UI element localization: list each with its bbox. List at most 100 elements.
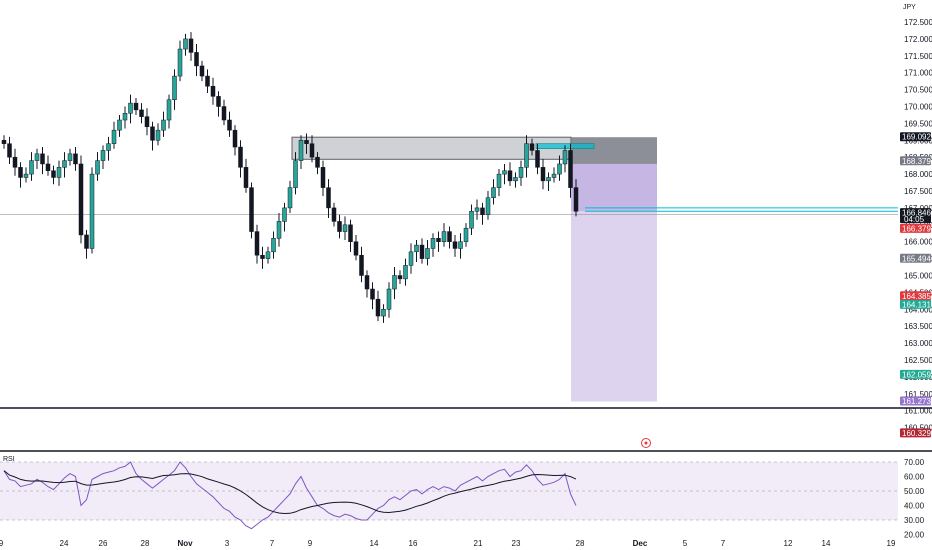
candle-body xyxy=(199,65,205,77)
candle-body xyxy=(243,167,249,188)
candle-body xyxy=(172,75,177,100)
candle-body xyxy=(315,156,320,168)
short-position-stop-area[interactable] xyxy=(571,163,657,212)
price-badge[interactable] xyxy=(900,253,931,263)
resistance-zone[interactable] xyxy=(291,136,572,160)
price-tick-label: 170.000 xyxy=(904,103,932,112)
rsi-tick-label: 40.00 xyxy=(904,502,925,511)
date-tick-label: 5 xyxy=(683,539,688,548)
price-badge[interactable] xyxy=(900,428,931,438)
price-tick-label: 169.500 xyxy=(904,119,932,128)
candle-body xyxy=(573,187,579,212)
candle-body xyxy=(128,102,133,114)
date-tick-label: 14 xyxy=(370,539,379,548)
price-badge[interactable] xyxy=(900,132,931,142)
alert-circle-icon[interactable] xyxy=(641,438,651,448)
candle-body xyxy=(320,167,326,188)
candle-body xyxy=(469,211,474,229)
price-badge[interactable] xyxy=(900,223,931,233)
candle-body xyxy=(359,254,364,276)
price-tick-label: 162.500 xyxy=(904,356,932,365)
candle-body xyxy=(441,231,447,242)
candle-body xyxy=(287,187,293,209)
candle-body xyxy=(23,173,29,178)
candle-body xyxy=(353,241,359,256)
candle-body xyxy=(524,143,529,168)
rsi-band xyxy=(0,462,898,520)
rsi-tick-label: 50.00 xyxy=(904,487,925,496)
date-tick-label: 9 xyxy=(308,539,313,548)
date-tick-label: 7 xyxy=(270,539,275,548)
candle-body xyxy=(463,227,469,242)
candle-body xyxy=(419,244,425,259)
rsi-tick-label: 20.00 xyxy=(904,531,925,540)
candle-body xyxy=(232,129,238,148)
date-tick-label: 23 xyxy=(512,539,521,548)
candle-body xyxy=(546,177,551,182)
candle-body xyxy=(562,150,568,165)
candle-body xyxy=(491,187,496,199)
price-badge[interactable] xyxy=(900,369,931,379)
candle-body xyxy=(392,275,397,290)
price-tick-label: 170.500 xyxy=(904,86,932,95)
rsi-moving-average[interactable] xyxy=(3,470,577,515)
candle-body xyxy=(67,153,73,161)
price-tick-label: 172.000 xyxy=(904,35,932,44)
candle-body xyxy=(84,234,89,249)
price-pane[interactable] xyxy=(0,0,898,408)
candle-body xyxy=(414,244,419,253)
candle-body xyxy=(502,170,507,175)
candle-body xyxy=(205,75,210,87)
candle-body xyxy=(221,106,227,121)
date-tick-label: 28 xyxy=(576,539,585,548)
candle-body xyxy=(122,113,128,121)
price-tick-label: 171.500 xyxy=(904,52,932,61)
candle-body xyxy=(326,187,331,209)
candle-body xyxy=(238,146,243,168)
candle-body xyxy=(95,160,100,175)
candle-body xyxy=(364,275,370,290)
rsi-tick-label: 30.00 xyxy=(904,516,925,525)
price-badge[interactable] xyxy=(900,156,931,166)
date-tick-label: 14 xyxy=(822,539,831,548)
price-badge-label: 166.846 xyxy=(902,209,931,218)
candle-body xyxy=(40,153,45,165)
price-badge[interactable] xyxy=(900,291,931,301)
price-tick-label: 172.500 xyxy=(904,18,932,27)
price-badge-label: 162.059 xyxy=(902,370,931,379)
price-badge[interactable] xyxy=(900,396,931,406)
date-tick-label: 9 xyxy=(0,539,4,548)
price-badge[interactable] xyxy=(900,208,931,224)
candle-body xyxy=(139,109,144,117)
date-tick-label: 26 xyxy=(99,539,108,548)
alert-circle-dot-icon xyxy=(644,441,648,445)
candle-body xyxy=(529,143,535,151)
price-badge-label: 164.385 xyxy=(902,292,931,301)
rsi-axis[interactable]: 70.00 60.00 50.00 40.00 30.00 20.00 xyxy=(904,458,925,540)
rsi-line[interactable] xyxy=(3,461,577,530)
candle-body xyxy=(155,129,161,141)
candle-body xyxy=(342,224,348,232)
candle-body xyxy=(282,207,287,222)
price-badge-label: 165.494 xyxy=(902,254,931,263)
candle-body xyxy=(227,119,232,131)
candle-body xyxy=(480,207,485,215)
candle-body xyxy=(337,221,342,232)
candle-body xyxy=(249,187,254,232)
candle-body xyxy=(177,48,183,77)
price-tick-label: 164.000 xyxy=(904,305,932,314)
candle-body xyxy=(331,207,337,222)
date-tick-label: Dec xyxy=(633,539,648,548)
price-badge[interactable] xyxy=(900,299,931,309)
short-position-target-area[interactable] xyxy=(571,211,657,402)
candle-body xyxy=(425,248,430,259)
candle-body xyxy=(254,231,260,256)
rsi-label: RSI xyxy=(3,456,15,463)
price-tick-label: 161.000 xyxy=(904,407,932,416)
candle-body xyxy=(265,251,271,259)
price-tick-label: 166.000 xyxy=(904,238,932,247)
candle-body xyxy=(568,150,573,188)
time-axis[interactable]: 9 24 26 28 Nov 3 7 9 14 16 21 23 28 Dec 5 7 12 14 19 xyxy=(0,539,896,548)
